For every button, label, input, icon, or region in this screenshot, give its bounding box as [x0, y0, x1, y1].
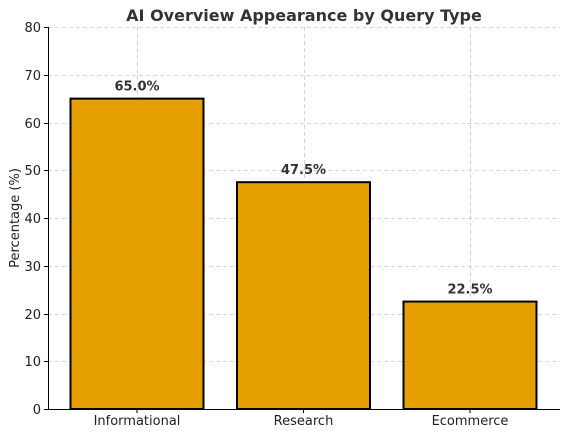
x-tick-label: Informational — [94, 414, 181, 429]
chart-title: AI Overview Appearance by Query Type — [126, 6, 482, 25]
bar — [236, 181, 371, 410]
x-tick-label: Ecommerce — [432, 414, 509, 429]
y-tick-label: 20 — [24, 308, 41, 323]
y-tick-label: 70 — [24, 69, 41, 84]
y-axis-label: Percentage (%) — [8, 168, 23, 268]
y-ticks: 0 10 20 30 40 50 60 70 80 — [24, 21, 48, 418]
bar-value-label: 22.5% — [447, 283, 492, 298]
y-tick-label: 60 — [24, 117, 41, 132]
y-tick-label: 80 — [24, 21, 41, 36]
bar — [69, 97, 205, 410]
y-tick-label: 10 — [24, 355, 41, 370]
y-tick-label: 0 — [33, 403, 41, 418]
bar-value-label: 65.0% — [114, 80, 159, 95]
bar-value-label: 47.5% — [281, 163, 326, 178]
bars — [69, 97, 538, 410]
bar — [402, 300, 538, 410]
x-tick-label: Research — [274, 414, 334, 429]
y-tick-label: 30 — [24, 260, 41, 275]
data-labels: 65.0% 47.5% 22.5% — [114, 80, 492, 298]
y-tick-label: 50 — [24, 164, 41, 179]
x-ticks: Informational Research Ecommerce — [94, 409, 509, 429]
y-tick-label: 40 — [24, 212, 41, 227]
